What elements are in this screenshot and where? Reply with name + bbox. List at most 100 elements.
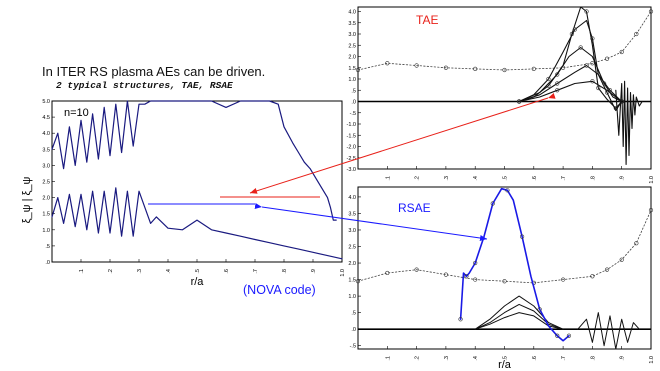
left-ytick-label: .5 — [45, 244, 50, 250]
rsae-xtick-label: .8 — [590, 356, 596, 361]
tae-ytick-label: 3.0 — [348, 32, 356, 38]
rsae-main-mode — [459, 187, 570, 342]
tae-ytick-label: -3.0 — [347, 167, 356, 173]
rsae-dotted-marker — [604, 267, 610, 272]
tae-xtick-label: .5 — [503, 176, 509, 181]
tae-dotted-marker — [443, 65, 449, 70]
rsae-dotted-marker — [473, 277, 478, 282]
rsae-label: RSAE — [398, 201, 431, 215]
rsae-ytick-label: 3.5 — [348, 211, 356, 217]
tae-xtick-label: 1.0 — [649, 176, 655, 184]
left-ytick-label: 3.0 — [42, 163, 50, 169]
left-xtick-label: .3 — [137, 269, 143, 274]
rsae-xtick-label: .3 — [444, 356, 450, 361]
tae-mode-marker — [590, 79, 595, 84]
left-ytick-label: 4.5 — [42, 115, 50, 121]
rsae-edge-oscillation — [577, 312, 640, 350]
left-ytick-label: 5.0 — [42, 99, 50, 105]
tae-mode-marker — [596, 85, 601, 91]
tae-edge-oscillation — [615, 80, 643, 166]
rsae-dotted-marker — [560, 277, 566, 282]
tae-mode-marker — [578, 45, 583, 50]
tae-xtick-label: .4 — [473, 176, 479, 181]
tae-dotted-marker — [531, 66, 536, 71]
left-ytick-label: 1.5 — [42, 212, 50, 218]
left-ytick-label: 4.0 — [42, 131, 50, 137]
tae-dotted-marker — [619, 49, 624, 55]
tae-ytick-label: .5 — [351, 88, 356, 94]
rsae-ytick-label: -.5 — [350, 344, 356, 350]
rsae-xtick-label: .5 — [503, 356, 509, 361]
rsae-main-marker — [555, 333, 560, 338]
rsae-small-mode-1 — [474, 295, 564, 330]
tae-dotted-marker — [634, 31, 639, 37]
left-xtick-label: .7 — [253, 269, 259, 274]
tae-ytick-label: -1.5 — [347, 133, 356, 139]
rsae-panel: 4.0 3.5 3.0 2.5 2.0 1.5 1.0 .5 .0 -.5 .1 .2 .3 .4 .5 .6… — [348, 186, 655, 371]
tae-mode-2 — [518, 19, 623, 112]
tae-mode-marker — [584, 9, 589, 14]
rsae-xtick-label: 1.0 — [649, 356, 655, 364]
rsae-dotted-marker — [634, 241, 639, 246]
tae-xtick-label: .8 — [590, 176, 596, 181]
rsae-xtick-label: .4 — [473, 356, 479, 361]
left-ytick-label: .0 — [45, 260, 50, 266]
tae-ytick-label: .0 — [351, 100, 356, 106]
rsae-dotted-curve — [357, 209, 652, 284]
tae-ytick-label: 4.0 — [348, 10, 356, 16]
tae-panel: 4.0 3.5 3.0 2.5 2.0 1.5 1.0 .5 .0 -.5 -1.0 -1.5 -2.0… — [347, 6, 655, 184]
tae-ytick-label: 1.0 — [348, 77, 356, 83]
tae-mode-marker — [555, 81, 560, 86]
tae-mode-marker — [555, 72, 560, 77]
left-series-2 — [51, 187, 343, 260]
code-label: (NOVA code) — [243, 283, 316, 297]
left-xtick-label: .6 — [224, 269, 230, 274]
tae-mode-4 — [518, 64, 623, 103]
rsae-dotted-marker — [385, 270, 390, 276]
tae-dotted-marker — [648, 9, 654, 14]
rsae-dotted-marker — [502, 279, 507, 284]
left-xtick-label: .4 — [166, 269, 172, 274]
tae-xtick-label: .1 — [385, 176, 391, 181]
left-panel: .0 .5 1.0 1.5 2.0 2.5 3.0 3.5 4.0 4.5 5.0 .1 .2 .3 .4.… — [21, 99, 346, 288]
left-ytick-label: 1.0 — [42, 228, 50, 234]
rsae-main-marker — [464, 274, 469, 279]
left-ytick-label: 3.5 — [42, 147, 50, 153]
tae-dotted-curve — [357, 11, 652, 71]
left-xtick-label: .2 — [108, 269, 114, 274]
rsae-ytick-label: 2.0 — [348, 261, 356, 267]
tae-mode-1 — [518, 6, 623, 109]
left-frame — [51, 100, 343, 263]
rsae-ytick-label: 1.0 — [348, 294, 356, 300]
tae-mode-marker — [546, 76, 551, 82]
rsae-dotted-marker — [590, 274, 595, 279]
annotation-n10: n=10 — [64, 107, 89, 119]
rsae-main-marker — [490, 201, 495, 206]
tae-ytick-label: -.5 — [350, 111, 356, 117]
tae-ytick-label: 1.5 — [348, 66, 356, 72]
tae-xtick-label: .6 — [532, 176, 538, 181]
rsae-main-marker — [458, 317, 463, 322]
left-ytick-label: 2.5 — [42, 180, 50, 186]
left-xtick-label: .8 — [282, 269, 288, 274]
tae-ytick-label: 3.5 — [348, 21, 356, 27]
rsae-ytick-label: 2.5 — [348, 245, 356, 251]
rsae-dotted-marker — [648, 208, 654, 213]
rsae-dotted-marker — [619, 257, 624, 262]
rsae-main-marker — [473, 260, 478, 266]
tae-ytick-label: 2.5 — [348, 43, 356, 49]
rsae-ytick-label: 1.5 — [348, 278, 356, 284]
left-xtick-label: .9 — [311, 269, 317, 274]
rsae-small-mode-2 — [474, 303, 564, 330]
tae-ytick-label: -2.0 — [347, 145, 356, 151]
tae-dotted-marker — [385, 61, 390, 66]
arrows — [148, 93, 556, 241]
rsae-ytick-label: 4.0 — [348, 195, 356, 201]
tae-mode-marker — [555, 88, 560, 93]
rsae-dotted-marker — [414, 267, 419, 272]
rsae-ytick-label: .5 — [351, 311, 356, 317]
tae-ytick-label: -1.0 — [347, 122, 356, 128]
tae-mode-marker — [572, 27, 577, 32]
